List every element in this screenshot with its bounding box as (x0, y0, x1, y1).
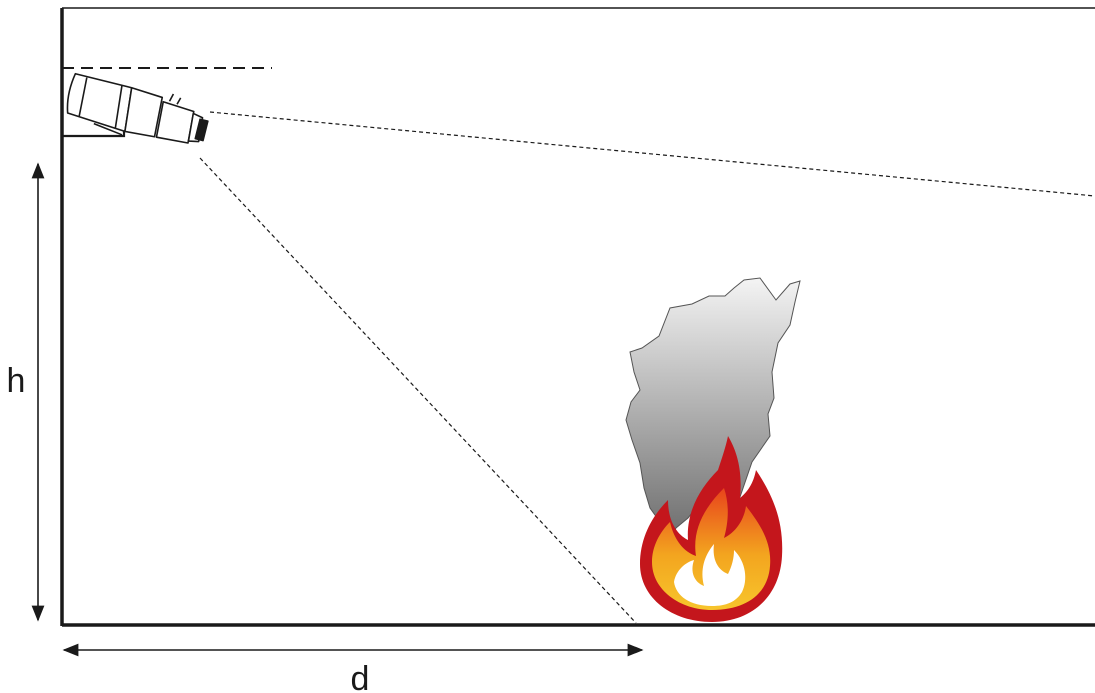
fov-upper-line (209, 111, 1095, 197)
flame-inner (674, 544, 746, 606)
room-outline (60, 7, 1095, 627)
distance-label: d (351, 660, 370, 693)
fov-lower-line (199, 157, 637, 624)
security-camera-icon (66, 72, 209, 144)
fire-icon (640, 436, 783, 622)
height-label: h (7, 362, 26, 400)
field-of-view (199, 111, 1095, 624)
